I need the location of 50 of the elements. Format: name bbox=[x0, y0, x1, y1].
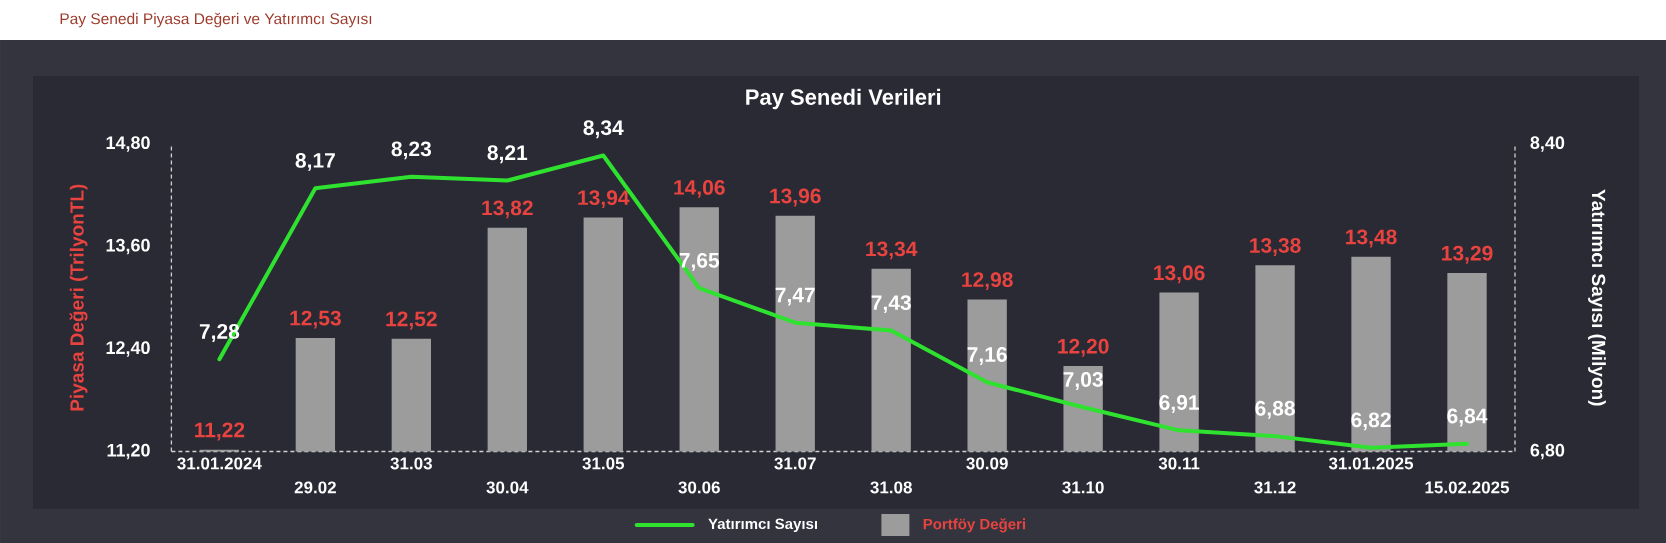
x-tick-label: 15.02.2025 bbox=[1425, 481, 1510, 494]
data-label: 6,91 bbox=[1159, 395, 1199, 413]
x-tick-label: 30.06 bbox=[678, 481, 720, 494]
legend-label: Yatırımcı Sayısı bbox=[708, 518, 817, 533]
data-label: 12,52 bbox=[386, 311, 437, 330]
data-label: 8,34 bbox=[583, 120, 624, 139]
y-tick-label: 12,40 bbox=[106, 341, 150, 357]
data-label: 13,48 bbox=[1346, 229, 1397, 248]
x-tick-label: 31.01.2025 bbox=[1328, 457, 1414, 470]
x-tick-label: 31.10 bbox=[1062, 481, 1104, 494]
chart-title: Pay Senedi Piyasa Değeri ve Yatırımcı Sayısı bbox=[60, 12, 372, 28]
data-label: 13,96 bbox=[770, 188, 821, 207]
data-label: 7,03 bbox=[1063, 372, 1103, 390]
data-label: 6,88 bbox=[1255, 400, 1295, 419]
x-tick-label: 31.01.2024 bbox=[177, 457, 262, 470]
data-label: 13,34 bbox=[866, 241, 918, 260]
data-label: 7,43 bbox=[871, 295, 911, 314]
data-label: 13,94 bbox=[578, 190, 630, 209]
x-tick-label: 30.04 bbox=[486, 481, 529, 494]
y-tick-label: 14,80 bbox=[106, 136, 150, 152]
data-label: 7,16 bbox=[967, 347, 1007, 365]
x-tick-label: 30.09 bbox=[966, 457, 1008, 470]
x-tick-label: 31.05 bbox=[582, 457, 625, 470]
x-tick-label: 29.02 bbox=[294, 481, 336, 494]
data-label: 13,29 bbox=[1442, 245, 1493, 264]
data-label: 8,23 bbox=[391, 141, 432, 160]
data-label: 13,82 bbox=[482, 200, 533, 219]
data-label: 6,82 bbox=[1351, 412, 1391, 431]
y-axis-title: Piyasa Değeri (TrilyonTL) bbox=[69, 184, 88, 411]
legend-label: Portföy Değeri bbox=[923, 518, 1026, 533]
data-label: 8,21 bbox=[487, 145, 528, 164]
y-tick-label: 11,20 bbox=[107, 443, 150, 460]
data-label: 12,98 bbox=[962, 272, 1013, 291]
data-label: 13,06 bbox=[1154, 265, 1205, 284]
data-label: 8,17 bbox=[295, 152, 335, 171]
chart-subtitle: Pay Senedi Verileri bbox=[746, 88, 941, 110]
x-tick-label: 31.12 bbox=[1254, 481, 1296, 494]
data-label: 13,38 bbox=[1250, 238, 1301, 256]
data-label: 12,53 bbox=[290, 310, 341, 329]
y2-tick-label: 6,80 bbox=[1530, 443, 1565, 460]
data-label: 14,06 bbox=[674, 179, 725, 198]
y-tick-label: 13,60 bbox=[106, 238, 150, 255]
x-tick-label: 30.11 bbox=[1158, 457, 1200, 470]
data-label: 12,20 bbox=[1058, 338, 1109, 357]
x-tick-label: 31.03 bbox=[390, 457, 432, 470]
y2-tick-label: 8,40 bbox=[1530, 136, 1565, 152]
x-tick-label: 31.08 bbox=[870, 481, 912, 494]
data-label: 11,22 bbox=[195, 422, 245, 441]
y2-axis-title: Yatırımcı Sayısı (Milyon) bbox=[1588, 189, 1606, 406]
x-tick-label: 31.07 bbox=[774, 457, 816, 470]
